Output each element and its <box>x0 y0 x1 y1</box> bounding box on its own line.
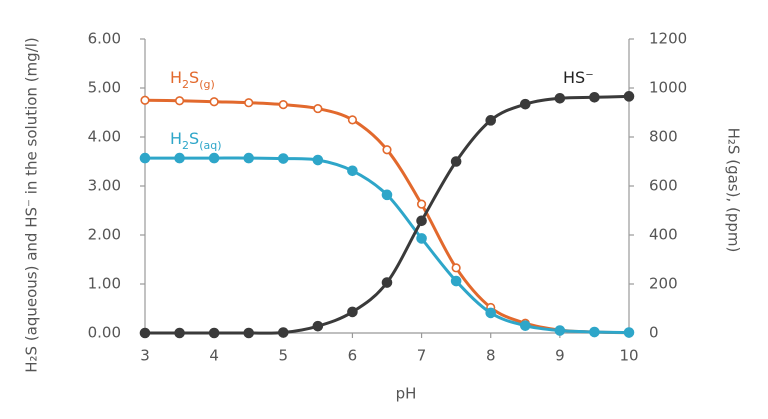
data-point <box>208 152 220 164</box>
data-point <box>313 103 323 114</box>
y-axis-label: H₂S (aqueous) and HS⁻ in the solution (m… <box>23 37 41 373</box>
data-point <box>312 320 324 332</box>
data-point <box>450 275 462 287</box>
x-tick-label: 7 <box>417 347 427 365</box>
data-point <box>277 153 289 164</box>
y2-tick-label: 0 <box>649 324 659 342</box>
data-point <box>277 327 289 338</box>
y-tick-label: 6.00 <box>88 30 121 48</box>
data-point <box>485 307 497 319</box>
data-point <box>554 325 566 336</box>
data-point <box>174 152 185 164</box>
y2-tick-label: 800 <box>649 128 678 146</box>
y-tick-label: 3.00 <box>88 177 121 195</box>
y2-tick-label: 1200 <box>649 30 687 48</box>
series-label: HS⁻ <box>563 68 594 87</box>
y2-tick-label: 600 <box>649 177 678 195</box>
y-tick-label: 2.00 <box>88 226 121 244</box>
data-point <box>623 327 635 338</box>
y2-tick-label: 1000 <box>649 79 687 97</box>
data-point <box>347 115 358 125</box>
x-tick-label: 8 <box>486 347 496 365</box>
data-point <box>382 145 392 155</box>
data-point <box>347 306 358 318</box>
data-point <box>208 327 220 339</box>
y2-tick-label: 200 <box>649 275 678 293</box>
data-point <box>140 95 150 105</box>
y-tick-label: 4.00 <box>88 128 121 146</box>
data-point <box>519 320 531 331</box>
series-label: H2S(g) <box>170 68 215 91</box>
series-line <box>144 98 630 335</box>
y2-tick-label: 400 <box>649 226 678 244</box>
data-point <box>174 327 185 339</box>
x-tick-label: 4 <box>209 347 219 365</box>
series-label: H2S(aq) <box>170 129 222 152</box>
data-point <box>381 189 393 201</box>
data-point <box>589 92 600 103</box>
data-point <box>589 326 600 338</box>
x-tick-label: 9 <box>555 347 565 365</box>
data-point <box>451 263 461 273</box>
data-point <box>174 96 185 106</box>
data-point <box>209 97 219 107</box>
y-tick-label: 0.00 <box>88 324 121 342</box>
x-tick-label: 3 <box>140 347 150 365</box>
x-axis-label: pH <box>396 385 417 403</box>
data-point <box>450 156 462 167</box>
y-tick-label: 5.00 <box>88 79 121 97</box>
data-point <box>416 233 427 244</box>
x-tick-label: 5 <box>279 347 289 365</box>
data-point <box>623 91 635 102</box>
data-point <box>243 152 255 164</box>
data-point <box>381 277 393 288</box>
y2-axis-label: H₂S (gas), (ppm) <box>725 128 743 253</box>
series-line <box>144 156 630 335</box>
data-point <box>416 199 427 209</box>
data-point <box>139 327 151 339</box>
x-tick-label: 6 <box>348 347 358 365</box>
data-point <box>243 327 255 339</box>
data-point <box>485 115 497 126</box>
x-tick-label: 10 <box>619 347 638 365</box>
y-tick-label: 1.00 <box>88 275 121 293</box>
data-point <box>347 165 358 177</box>
data-point <box>278 100 288 110</box>
data-point <box>244 98 254 108</box>
data-point <box>312 154 324 166</box>
series-line <box>144 94 630 335</box>
data-point <box>416 215 427 227</box>
data-point <box>519 98 531 110</box>
data-point <box>139 152 151 164</box>
data-point <box>554 92 566 104</box>
